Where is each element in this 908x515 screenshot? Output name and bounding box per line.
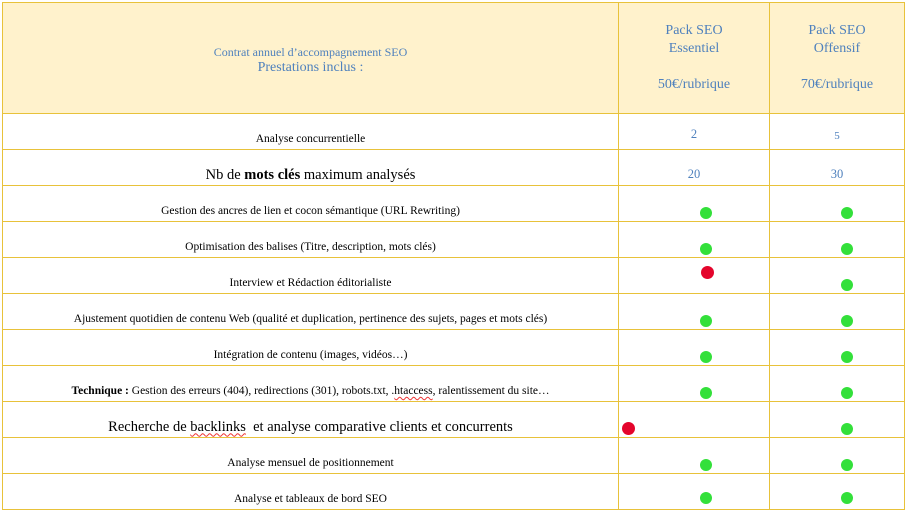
not-included-indicator — [622, 422, 635, 435]
row-label-mots-cles: Nb de mots clés maximum analysés — [3, 166, 618, 184]
row-label-bold: Technique : — [71, 385, 129, 397]
included-indicator — [841, 387, 853, 399]
row-label-prefix: Recherche de — [108, 418, 191, 435]
pack-essentiel-price: 50€/rubrique — [657, 77, 731, 92]
row-divider — [2, 365, 905, 366]
header-prestations-label: Prestations inclus : — [257, 59, 364, 75]
row-value-essentiel: 2 — [690, 126, 698, 141]
row-divider — [2, 293, 905, 294]
row-divider — [2, 329, 905, 330]
row-label-bold: mots clés — [244, 166, 301, 183]
row-label-technique: Technique : Gestion des erreurs (404), r… — [3, 383, 618, 399]
table-header-background — [3, 3, 904, 113]
included-indicator — [841, 279, 853, 291]
row-label-interview-redaction: Interview et Rédaction éditorialiste — [229, 277, 392, 289]
included-indicator — [841, 423, 853, 435]
included-indicator — [841, 243, 853, 255]
row-value-essentiel: 20 — [687, 166, 701, 181]
header-contract-label: Contrat annuel d’accompagnement SEO — [213, 44, 408, 59]
row-label-prefix: Nb de — [205, 166, 245, 183]
row-label-analyse-concurrentielle: Analyse concurrentielle — [255, 133, 366, 145]
pack-offensif-name-line2: Offensif — [813, 41, 861, 56]
row-label-ajustement-contenu: Ajustement quotidien de contenu Web (qua… — [73, 313, 548, 325]
pack-essentiel-header: Pack SEO Essentiel 50€/rubrique — [619, 22, 769, 102]
included-indicator — [700, 492, 712, 504]
included-indicator — [841, 315, 853, 327]
row-divider — [2, 437, 905, 438]
row-label-tableaux-de-bord: Analyse et tableaux de bord SEO — [234, 493, 387, 505]
included-indicator — [700, 459, 712, 471]
included-indicator — [841, 207, 853, 219]
row-label-suffix: maximum analysés — [300, 166, 416, 183]
included-indicator — [700, 207, 712, 219]
not-included-indicator — [701, 266, 714, 279]
row-divider — [2, 401, 905, 402]
row-label-misspelled-word: backlinks — [190, 418, 246, 435]
row-label-gestion-ancres: Gestion des ancres de lien et cocon séma… — [161, 205, 460, 217]
included-indicator — [841, 351, 853, 363]
row-divider — [2, 113, 905, 114]
row-label-text: Gestion des erreurs (404), redirections … — [128, 385, 395, 397]
row-label-suffix: , ralentissement du site… — [432, 385, 550, 397]
row-divider — [2, 221, 905, 222]
included-indicator — [841, 492, 853, 504]
pack-offensif-price: 70€/rubrique — [800, 77, 874, 92]
header-title: Contrat annuel d’accompagnement SEO Pres… — [3, 40, 618, 80]
row-value-offensif: 5 — [834, 130, 840, 142]
included-indicator — [841, 459, 853, 471]
pack-essentiel-name-line1: Pack SEO — [665, 23, 723, 38]
row-label-misspelled-word: htaccess — [394, 385, 433, 397]
pack-essentiel-name-line2: Essentiel — [668, 41, 720, 56]
row-label-suffix: et analyse comparative clients et concur… — [245, 418, 513, 435]
pack-offensif-name-line1: Pack SEO — [808, 23, 866, 38]
row-label-analyse-positionnement: Analyse mensuel de positionnement — [227, 457, 394, 469]
row-divider — [2, 473, 905, 474]
column-divider — [618, 2, 619, 510]
row-label-backlinks: Recherche de backlinks et analyse compar… — [3, 417, 618, 437]
included-indicator — [700, 315, 712, 327]
pack-offensif-header: Pack SEO Offensif 70€/rubrique — [770, 22, 904, 102]
included-indicator — [700, 387, 712, 399]
row-divider — [2, 185, 905, 186]
row-value-offensif: 30 — [830, 166, 844, 181]
included-indicator — [700, 351, 712, 363]
included-indicator — [700, 243, 712, 255]
column-divider — [769, 2, 770, 510]
row-label-integration-contenu: Intégration de contenu (images, vidéos…) — [213, 349, 408, 361]
row-divider — [2, 257, 905, 258]
row-divider — [2, 149, 905, 150]
row-label-optimisation-balises: Optimisation des balises (Titre, descrip… — [185, 241, 436, 253]
